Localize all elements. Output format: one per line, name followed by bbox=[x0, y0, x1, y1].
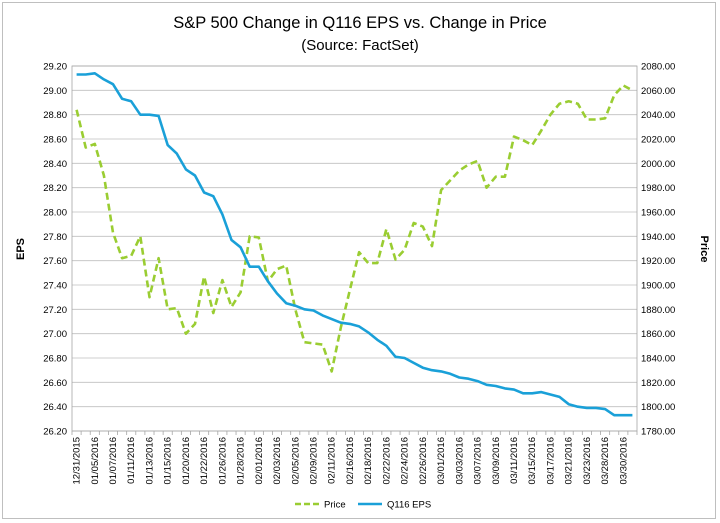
x-tick-label: 03/23/2016 bbox=[582, 437, 593, 485]
y-tick-label-left: 29.20 bbox=[43, 62, 67, 73]
x-tick-label: 01/28/2016 bbox=[236, 437, 247, 485]
y-tick-label-left: 27.60 bbox=[43, 256, 67, 267]
x-tick-label: 02/01/2016 bbox=[254, 437, 265, 485]
plot-area-border bbox=[71, 65, 638, 432]
y-tick-label-right: 1980.00 bbox=[641, 183, 675, 194]
legend-label: Price bbox=[324, 500, 346, 511]
y-tick-label-left: 27.80 bbox=[43, 232, 67, 243]
chart-subtitle: (Source: FactSet) bbox=[301, 37, 419, 54]
price-series-line bbox=[75, 84, 634, 373]
y-tick-label-right: 2060.00 bbox=[641, 86, 675, 97]
legend: Price Q116 EPS bbox=[295, 500, 431, 511]
x-tick-label: 03/03/2016 bbox=[454, 437, 465, 485]
y-tick-label-right: 1860.00 bbox=[641, 329, 675, 340]
x-tick-label: 02/05/2016 bbox=[290, 437, 301, 485]
x-tick-label: 03/21/2016 bbox=[564, 437, 575, 485]
chart-title: S&P 500 Change in Q116 EPS vs. Change in… bbox=[173, 14, 547, 32]
x-tick-label: 03/01/2016 bbox=[436, 437, 447, 485]
x-tick-label: 01/26/2016 bbox=[217, 437, 228, 485]
x-tick-label: 03/07/2016 bbox=[473, 437, 484, 485]
eps-series-line bbox=[76, 72, 633, 417]
y-tick-label-left: 28.00 bbox=[43, 208, 67, 219]
y-tick-label-left: 26.60 bbox=[43, 378, 67, 389]
y-tick-label-right: 2000.00 bbox=[641, 159, 675, 170]
x-tick-label: 02/03/2016 bbox=[272, 437, 283, 485]
series-lines bbox=[75, 72, 634, 417]
legend-label: Q116 EPS bbox=[387, 500, 431, 511]
x-tick-label: 01/22/2016 bbox=[199, 437, 210, 485]
x-tick-label: 03/15/2016 bbox=[527, 437, 538, 485]
x-tick-label: 01/05/2016 bbox=[90, 437, 101, 485]
y-tick-label-left: 27.00 bbox=[43, 329, 67, 340]
y-tick-label-left: 28.60 bbox=[43, 135, 67, 146]
x-tick-label: 02/16/2016 bbox=[345, 437, 356, 485]
x-tick-label: 02/24/2016 bbox=[400, 437, 411, 485]
x-tick-label: 03/09/2016 bbox=[491, 437, 502, 485]
y-tick-label-left: 28.80 bbox=[43, 110, 67, 121]
x-tick-label: 01/11/2016 bbox=[126, 437, 137, 484]
y-tick-label-right: 1780.00 bbox=[641, 427, 675, 438]
y-tick-label-left: 26.80 bbox=[43, 354, 67, 365]
y-tick-label-right: 2020.00 bbox=[641, 135, 675, 146]
y-tick-label-right: 1840.00 bbox=[641, 354, 675, 365]
x-tick-label: 03/11/2016 bbox=[509, 437, 520, 484]
x-tick-label: 12/31/2015 bbox=[72, 437, 83, 485]
x-tick-label: 02/26/2016 bbox=[418, 437, 429, 485]
x-tick-label: 01/15/2016 bbox=[163, 437, 174, 485]
y-axis-label-right: Price bbox=[698, 236, 710, 263]
y-tick-label-left: 29.00 bbox=[43, 86, 67, 97]
x-tick-label: 01/13/2016 bbox=[144, 437, 155, 485]
axes: 26.20 26.40 26.60 26.80 27.00 27.20 27.40 27.60… bbox=[43, 62, 675, 485]
x-tick-label: 01/07/2016 bbox=[108, 437, 119, 485]
y-tick-label-right: 1800.00 bbox=[641, 402, 675, 413]
x-tick-label: 01/20/2016 bbox=[181, 437, 192, 485]
y-tick-label-right: 2080.00 bbox=[641, 62, 675, 73]
y-tick-label-right: 2040.00 bbox=[641, 110, 675, 121]
y-tick-label-left: 26.40 bbox=[43, 402, 67, 413]
y-tick-label-left: 27.20 bbox=[43, 305, 67, 316]
x-tick-label: 02/11/2016 bbox=[327, 437, 338, 484]
y-tick-label-right: 1880.00 bbox=[641, 305, 675, 316]
x-tick-label: 02/18/2016 bbox=[363, 437, 374, 485]
y-axis-label-left: EPS bbox=[15, 238, 27, 260]
x-tick-label: 03/28/2016 bbox=[600, 437, 611, 485]
y-tick-label-left: 26.20 bbox=[43, 427, 67, 438]
y-tick-label-right: 1960.00 bbox=[641, 208, 675, 219]
y-tick-label-right: 1920.00 bbox=[641, 256, 675, 267]
x-tick-label: 03/30/2016 bbox=[618, 437, 629, 485]
y-tick-label-left: 27.40 bbox=[43, 281, 67, 292]
y-tick-label-left: 28.40 bbox=[43, 159, 67, 170]
x-tick-label: 02/09/2016 bbox=[308, 437, 319, 485]
y-tick-label-right: 1820.00 bbox=[641, 378, 675, 389]
x-tick-label: 03/17/2016 bbox=[545, 437, 556, 485]
y-tick-label-right: 1940.00 bbox=[641, 232, 675, 243]
x-tick-label: 02/22/2016 bbox=[381, 437, 392, 485]
gridlines bbox=[72, 65, 637, 432]
y-tick-label-left: 28.20 bbox=[43, 183, 67, 194]
y-tick-label-right: 1900.00 bbox=[641, 281, 675, 292]
